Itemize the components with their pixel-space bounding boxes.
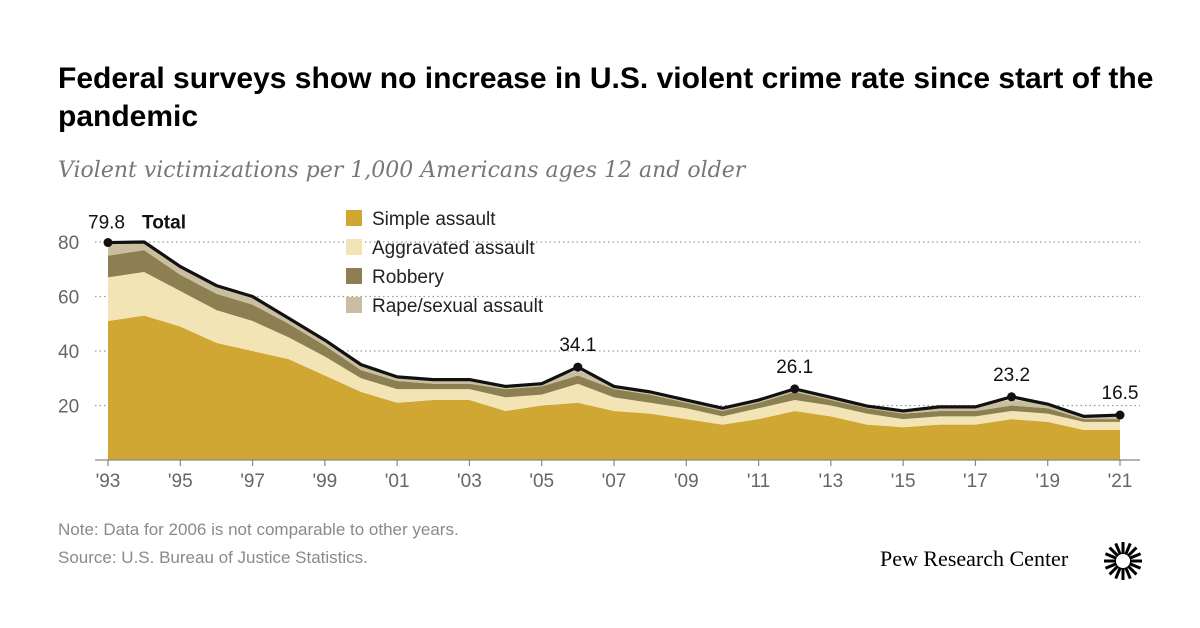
legend-swatch-2 xyxy=(346,268,362,284)
x-tick-label: '03 xyxy=(457,471,482,492)
logo-ray xyxy=(1126,564,1138,576)
legend-swatch-0 xyxy=(346,210,362,226)
x-tick-label: '17 xyxy=(963,471,988,492)
pew-sunburst-logo-icon xyxy=(1104,542,1142,580)
x-tick-label: '13 xyxy=(818,471,843,492)
logo-ray xyxy=(1126,546,1138,558)
annotation-label: 26.1 xyxy=(776,357,813,378)
legend-label-1: Aggravated assault xyxy=(372,238,535,259)
logo-ray xyxy=(1104,552,1118,560)
logo-ray xyxy=(1108,564,1120,576)
logo-ray xyxy=(1114,542,1122,556)
chart-subtitle: Violent victimizations per 1,000 America… xyxy=(58,158,746,183)
annotation-dot xyxy=(1007,392,1017,402)
legend-label-0: Simple assault xyxy=(372,209,496,230)
x-tick-label: '95 xyxy=(168,471,193,492)
x-tick-label: '05 xyxy=(529,471,554,492)
legend-swatch-1 xyxy=(346,239,362,255)
y-tick-label: 20 xyxy=(58,397,79,418)
annotation-dot xyxy=(1115,410,1125,420)
x-tick-label: '11 xyxy=(747,471,770,492)
logo-ray xyxy=(1104,562,1118,570)
chart-note: Note: Data for 2006 is not comparable to… xyxy=(58,520,459,539)
logo-ray xyxy=(1114,566,1122,580)
x-tick-label: '07 xyxy=(602,471,627,492)
area-series-0 xyxy=(108,315,1120,460)
legend-swatch-3 xyxy=(346,297,362,313)
y-tick-label: 80 xyxy=(58,233,79,254)
logo-ray xyxy=(1124,566,1132,580)
x-tick-label: '01 xyxy=(385,471,410,492)
x-tick-label: '93 xyxy=(96,471,121,492)
logo-ray xyxy=(1124,542,1132,556)
annotation-dot xyxy=(103,238,113,248)
y-tick-label: 40 xyxy=(58,342,79,363)
x-tick-label: '97 xyxy=(240,471,265,492)
annotation-dot xyxy=(573,362,583,372)
logo-ray xyxy=(1108,546,1120,558)
x-tick-label: '15 xyxy=(891,471,916,492)
annotation-label: 34.1 xyxy=(559,335,596,356)
logo-ray xyxy=(1128,552,1142,560)
chart-source: Source: U.S. Bureau of Justice Statistic… xyxy=(58,548,368,567)
area-series-3 xyxy=(108,242,1120,420)
brand-name: Pew Research Center xyxy=(880,546,1069,571)
x-tick-label: '19 xyxy=(1035,471,1060,492)
annotation-label: 16.5 xyxy=(1102,383,1139,404)
annotation-label: 23.2 xyxy=(993,365,1030,386)
chart-title: Federal surveys show no increase in U.S.… xyxy=(58,62,1154,133)
y-tick-label: 60 xyxy=(58,288,79,309)
total-line xyxy=(107,240,1121,418)
x-tick-label: '09 xyxy=(674,471,699,492)
x-tick-label: '99 xyxy=(312,471,337,492)
annotation-dot xyxy=(790,384,800,394)
annotation-label: 79.8 xyxy=(88,213,125,234)
legend-label-2: Robbery xyxy=(372,267,444,288)
area-series-1 xyxy=(108,271,1120,431)
legend-label-3: Rape/sexual assault xyxy=(372,296,544,317)
logo-ray xyxy=(1128,562,1142,570)
x-tick-label: '21 xyxy=(1108,471,1133,492)
total-label: Total xyxy=(142,213,186,234)
